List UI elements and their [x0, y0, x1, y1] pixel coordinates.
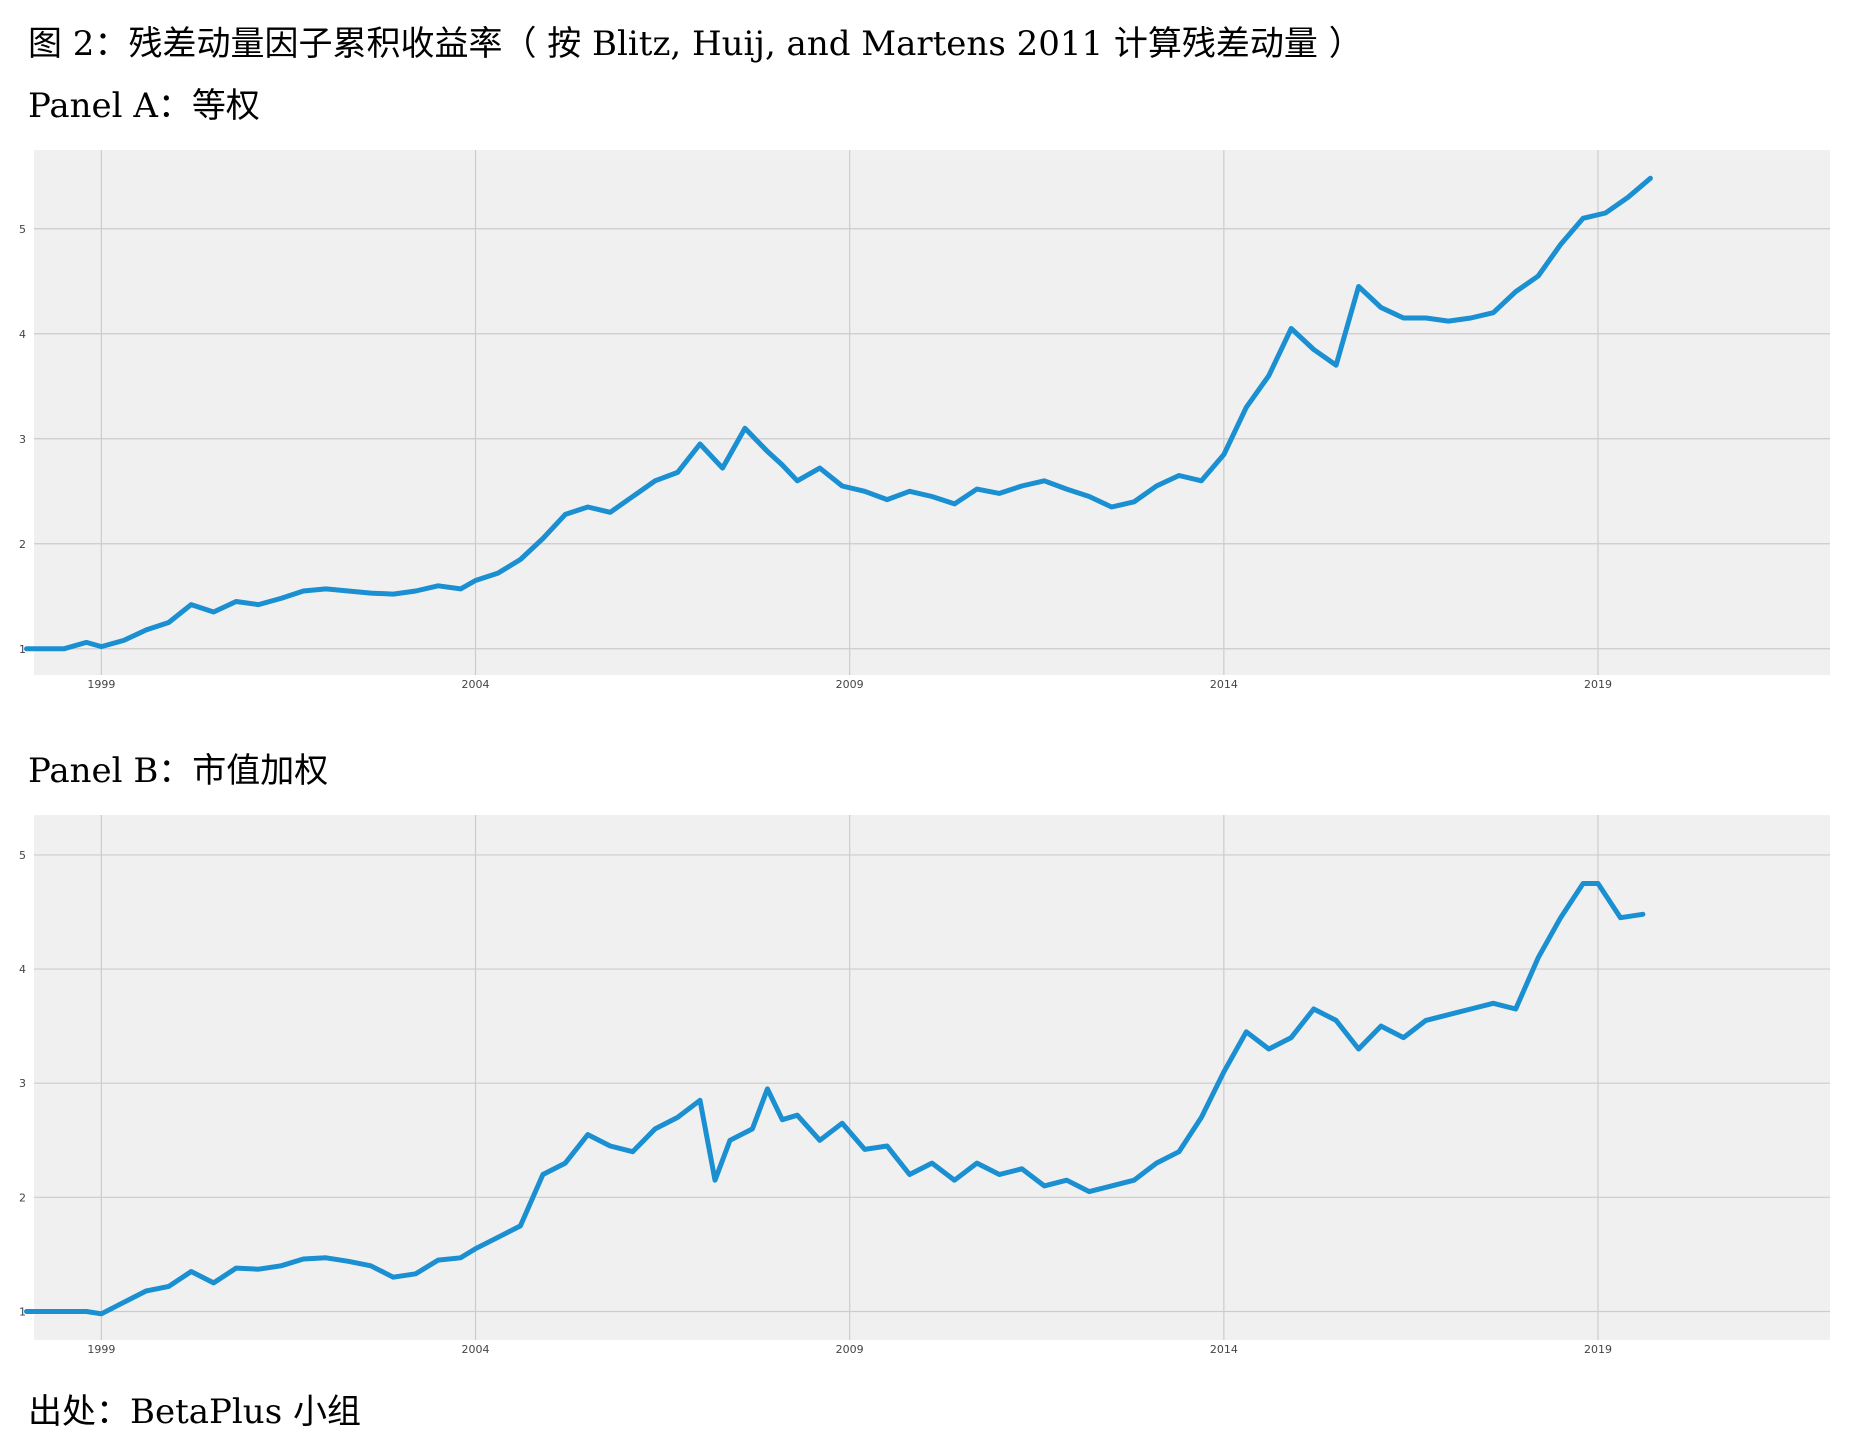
x-tick-label: 1999 — [87, 678, 115, 691]
y-tick-label: 5 — [19, 849, 26, 862]
x-tick-label: 2004 — [462, 678, 490, 691]
panel-a-chart: 1 2 3 4 5 1999 2004 2009 2014 2019 — [0, 150, 1850, 710]
y-tick-label: 4 — [19, 328, 26, 341]
x-tick-label: 2014 — [1210, 678, 1238, 691]
y-tick-label: 1 — [19, 1305, 26, 1318]
panel-a-svg: 1 2 3 4 5 1999 2004 2009 2014 2019 — [19, 150, 1830, 691]
y-tick-label: 1 — [19, 643, 26, 656]
y-tick-label: 4 — [19, 963, 26, 976]
x-tick-label: 2019 — [1584, 1343, 1612, 1356]
x-tick-label: 2009 — [836, 678, 864, 691]
y-tick-label: 2 — [19, 538, 26, 551]
source-note: 出处：BetaPlus 小组 — [28, 1392, 361, 1432]
series-line — [24, 175, 1653, 652]
x-tick-label: 2019 — [1584, 678, 1612, 691]
panel-b-label: Panel B：市值加权 — [28, 751, 329, 791]
x-tick-label: 2014 — [1210, 1343, 1238, 1356]
panel-a-label: Panel A：等权 — [28, 86, 260, 126]
y-tick-label: 5 — [19, 223, 26, 236]
figure-title: 图 2：残差动量因子累积收益率（ 按 Blitz, Huij, and Mart… — [28, 24, 1363, 64]
y-tick-label: 3 — [19, 433, 26, 446]
series-line — [24, 881, 1646, 1317]
panel-b-svg: 1 2 3 4 5 1999 2004 2009 2014 2019 — [19, 815, 1830, 1356]
x-tick-label: 2004 — [462, 1343, 490, 1356]
x-tick-label: 2009 — [836, 1343, 864, 1356]
panel-b-chart: 1 2 3 4 5 1999 2004 2009 2014 2019 — [0, 815, 1850, 1375]
plot-area — [34, 815, 1830, 1340]
y-tick-label: 3 — [19, 1077, 26, 1090]
y-tick-label: 2 — [19, 1191, 26, 1204]
x-tick-label: 1999 — [87, 1343, 115, 1356]
